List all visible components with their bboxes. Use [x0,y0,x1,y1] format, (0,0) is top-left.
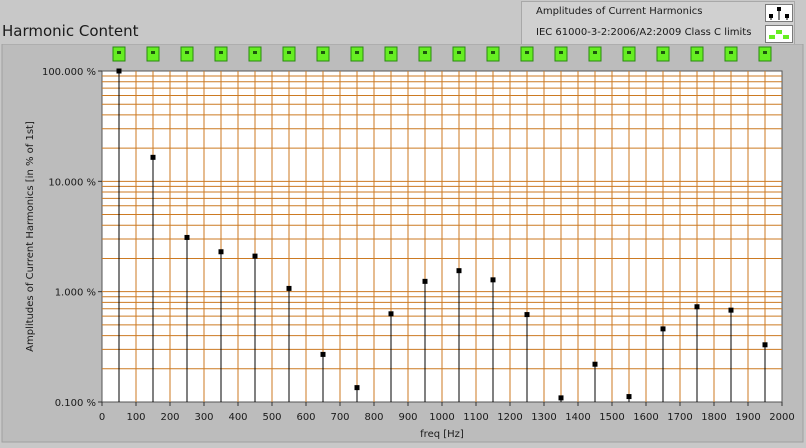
limit-marker-dot [219,51,223,54]
x-tick-label: 900 [398,412,417,423]
x-tick-label: 1300 [531,412,556,423]
limit-marker-dot [321,51,325,54]
data-point[interactable] [354,385,360,391]
limit-marker-dot [355,51,359,54]
x-tick-label: 200 [160,412,179,423]
data-point[interactable] [252,253,258,259]
chart-title: Harmonic Content [2,22,139,40]
data-point[interactable] [388,311,394,317]
limit-marker-dot [525,51,529,54]
y-tick-label: 10.000 % [48,177,96,188]
chart-legend: Amplitudes of Current Harmonics IEC 6100… [521,1,795,45]
y-tick-label: 0.100 % [55,398,96,409]
data-point[interactable] [116,68,122,74]
chart-svg: 0 100 200 300 400 500 600 700 800 900 1000 1100 1200… [1,43,804,443]
limit-marker-dot [491,51,495,54]
legend-label-amplitudes: Amplitudes of Current Harmonics [536,6,703,17]
x-tick-label: 700 [330,412,349,423]
y-tick-label: 100.000 % [42,67,96,78]
data-point[interactable] [320,351,326,357]
limit-marker-dot [661,51,665,54]
limit-marker-dot [253,51,257,54]
green-dash-icon[interactable] [765,25,793,43]
chart-area: 0 100 200 300 400 500 600 700 800 900 1000 1100 1200… [0,43,806,444]
y-tick-label: 1.000 % [55,288,96,299]
data-point[interactable] [456,268,462,274]
limit-marker-dot [457,51,461,54]
limit-marker-dot [117,51,121,54]
data-point[interactable] [184,234,190,240]
legend-item-amplitudes[interactable]: Amplitudes of Current Harmonics [522,2,794,23]
y-axis-label: Amplitudes of Current Harmonics [in % of… [25,121,36,352]
x-tick-label: 600 [296,412,315,423]
legend-label-limits: IEC 61000-3-2:2006/A2:2009 Class C limit… [536,27,752,38]
data-point[interactable] [558,395,564,401]
x-tick-label: 100 [126,412,145,423]
limit-marker-dot [287,51,291,54]
x-tick-label: 800 [364,412,383,423]
data-point[interactable] [218,249,224,255]
x-tick-label: 1500 [599,412,624,423]
limit-marker-dot [151,51,155,54]
data-point[interactable] [728,307,734,313]
limit-marker-dot [729,51,733,54]
x-axis-label: freq [Hz] [420,429,464,440]
x-tick-label: 1600 [633,412,658,423]
data-point[interactable] [694,304,700,310]
x-tick-label: 1700 [667,412,692,423]
x-tick-label: 400 [228,412,247,423]
stem-marker-icon[interactable] [765,4,793,22]
data-point[interactable] [524,312,530,318]
data-point[interactable] [626,394,632,400]
limit-marker-dot [389,51,393,54]
legend-item-limits[interactable]: IEC 61000-3-2:2006/A2:2009 Class C limit… [522,23,794,44]
data-point[interactable] [762,342,768,348]
data-point[interactable] [286,285,292,291]
limit-marker-dot [593,51,597,54]
limit-marker-dot [559,51,563,54]
data-point[interactable] [490,277,496,283]
x-tick-label: 1200 [497,412,522,423]
limit-marker-dot [695,51,699,54]
limit-marker-dot [185,51,189,54]
limit-marker-dot [627,51,631,54]
x-tick-label: 0 [99,412,105,423]
data-point[interactable] [422,278,428,284]
x-tick-label: 2000 [769,412,794,423]
x-tick-label: 1000 [429,412,454,423]
data-point[interactable] [592,361,598,367]
x-tick-label: 1400 [565,412,590,423]
limit-marker-dot [423,51,427,54]
x-tick-label: 1900 [735,412,760,423]
x-tick-label: 500 [262,412,281,423]
data-point[interactable] [660,326,666,332]
x-tick-label: 300 [194,412,213,423]
x-tick-label: 1800 [701,412,726,423]
x-tick-label: 1100 [463,412,488,423]
data-point[interactable] [150,154,156,160]
limit-marker-dot [763,51,767,54]
